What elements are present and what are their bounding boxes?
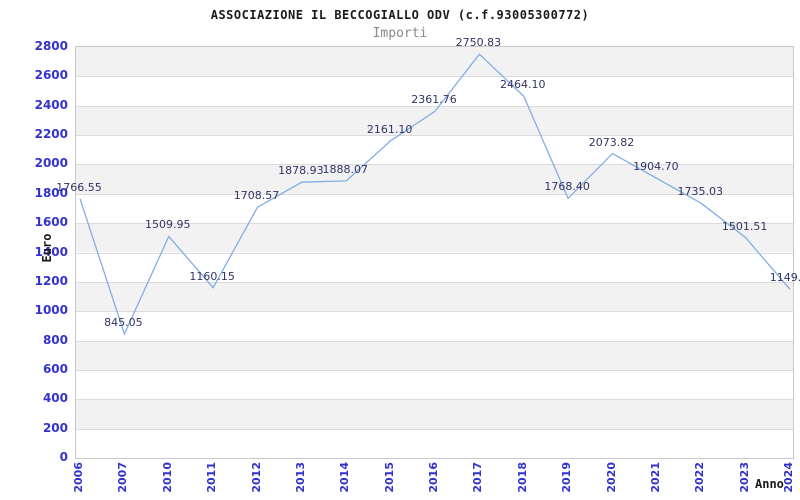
plot-band (76, 105, 793, 136)
gridline (76, 135, 793, 137)
x-tick-label: 2012 (249, 462, 263, 493)
x-tick-label: 2007 (116, 462, 130, 493)
x-tick-label: 2013 (293, 462, 307, 493)
y-tick-label: 2600 (34, 68, 68, 83)
x-tick-label: 2011 (205, 462, 219, 493)
y-tick-label: 1200 (34, 273, 68, 288)
y-tick-label: 1000 (34, 303, 68, 318)
gridline (76, 281, 793, 283)
data-point-label: 1904.70 (633, 160, 679, 174)
data-point-label: 1888.07 (322, 162, 369, 176)
data-point-label: 2161.10 (366, 122, 413, 136)
y-tick-label: 800 (42, 332, 68, 347)
data-point-label: 1160.15 (189, 269, 235, 283)
y-axis-title: Euro (40, 233, 54, 263)
data-point-label: 1878.93 (278, 164, 324, 178)
data-point-label: 1735.03 (677, 185, 724, 199)
plot-band (76, 340, 793, 370)
data-point-label: 1768.40 (544, 180, 590, 194)
x-tick-label: 2006 (72, 462, 85, 493)
gridline (76, 399, 793, 401)
x-tick-label: 2015 (382, 462, 396, 493)
x-tick-label: 2014 (338, 462, 352, 493)
data-point-label: 845.05 (104, 316, 143, 329)
gridline (76, 76, 793, 78)
y-tick-label: 400 (42, 391, 68, 406)
y-tick-label: 2400 (34, 97, 68, 112)
gridline (76, 369, 793, 371)
x-tick-label: 2024 (782, 462, 795, 493)
y-tick-label: 2800 (34, 39, 68, 53)
gridline (76, 428, 793, 430)
y-tick-label: 0 (59, 450, 68, 464)
data-point-label: 1149.3 (769, 271, 800, 285)
importi-line-series (79, 53, 791, 336)
x-tick-label: 2021 (648, 462, 662, 493)
gridline (76, 252, 793, 254)
gridline (76, 193, 793, 195)
x-tick-label: 2017 (471, 462, 485, 493)
data-point-label: 2361.76 (411, 93, 457, 107)
x-tick-label: 2023 (737, 462, 751, 493)
chart-title: ASSOCIAZIONE IL BECCOGIALLO ODV (c.f.930… (210, 8, 590, 22)
x-tick-label: 2020 (604, 462, 618, 493)
x-tick-label: 2010 (160, 462, 174, 493)
plot-area (75, 46, 794, 459)
y-tick-label: 1800 (34, 185, 68, 200)
chart-subtitle: Importi (372, 26, 428, 41)
gridline (76, 223, 793, 225)
gridline (76, 164, 793, 166)
x-tick-label: 2016 (427, 462, 440, 493)
data-point-label: 2073.82 (588, 135, 635, 149)
x-tick-label: 2018 (515, 462, 529, 493)
data-point-label: 2464.10 (500, 78, 546, 92)
x-tick-label: 2019 (560, 462, 574, 493)
plot-band (76, 47, 793, 77)
y-tick-label: 1600 (34, 215, 68, 230)
plot-band (76, 281, 793, 312)
gridline (76, 105, 793, 107)
y-tick-label: 200 (42, 420, 68, 435)
y-tick-label: 2000 (34, 156, 68, 171)
data-point-label: 1501.51 (721, 219, 768, 233)
data-point-label: 1708.57 (233, 189, 280, 203)
gridline (76, 340, 793, 342)
y-tick-label: 600 (42, 361, 68, 376)
plot-band (76, 164, 793, 194)
data-point-label: 1509.95 (145, 218, 191, 232)
plot-band (76, 223, 793, 253)
line-chart-canvas (79, 53, 791, 336)
x-tick-label: 2022 (693, 462, 707, 493)
gridline (76, 311, 793, 313)
y-tick-label: 2200 (34, 127, 68, 142)
plot-band (76, 399, 793, 429)
data-point-label: 1766.55 (56, 180, 102, 194)
data-point-label: 2750.83 (455, 36, 502, 50)
y-tick-label: 1400 (34, 244, 68, 259)
x-axis-title: Anno (755, 477, 784, 491)
